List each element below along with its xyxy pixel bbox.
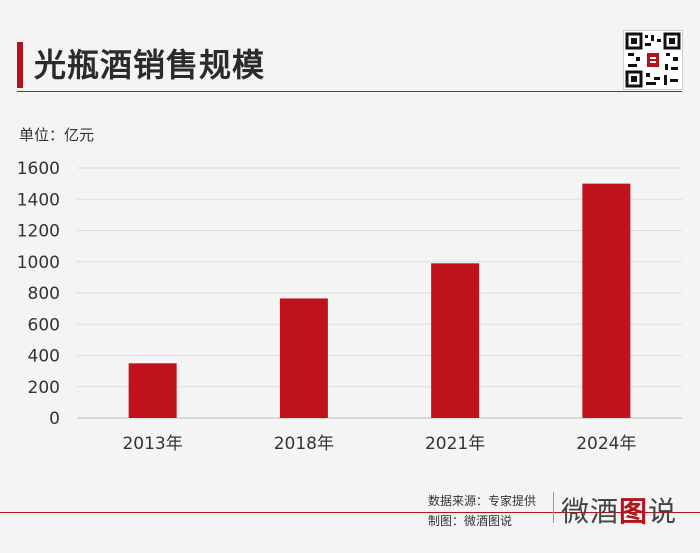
bar-2021年 <box>431 263 480 418</box>
chart-maker: 制图：微酒图说 <box>428 514 513 528</box>
y-tick-label: 600 <box>28 315 60 335</box>
footer-credits: 数据来源：专家提供 制图：微酒图说 <box>428 491 536 531</box>
x-tick-label: 2021年 <box>425 434 485 454</box>
brand-logo: 微酒图说 <box>561 490 677 530</box>
y-tick-label: 1000 <box>17 253 60 273</box>
page-title: 光瓶酒销售规模 <box>34 46 266 84</box>
footer-divider <box>0 512 700 513</box>
x-tick-label: 2013年 <box>122 434 182 454</box>
data-source: 数据来源：专家提供 <box>428 494 537 508</box>
x-tick-label: 2024年 <box>576 434 636 454</box>
y-tick-label: 200 <box>28 378 60 398</box>
title-accent-bar <box>17 42 23 88</box>
y-tick-label: 800 <box>28 284 60 304</box>
y-tick-label: 1200 <box>17 222 60 242</box>
x-tick-labels: 2013年 2018年 2021年 2024年 <box>122 434 636 454</box>
footer-separator <box>553 492 554 523</box>
brand-text-b: 图 <box>619 495 649 528</box>
title-divider <box>17 91 682 92</box>
bar-2013年 <box>128 363 177 418</box>
bar-chart: 0 200 400 600 800 1000 1200 1400 1600 2013年 2018年… <box>17 159 682 454</box>
grid-lines <box>77 167 682 419</box>
brand-text-a: 微酒 <box>561 495 620 528</box>
brand-text-c: 说 <box>648 495 678 528</box>
bar-2024年 <box>582 183 631 418</box>
qr-code-icon <box>623 30 683 90</box>
unit-label: 单位：亿元 <box>19 126 95 144</box>
y-tick-label: 0 <box>49 409 60 429</box>
bar-2018年 <box>279 298 328 418</box>
y-tick-labels: 0 200 400 600 800 1000 1200 1400 1600 <box>17 159 60 429</box>
bars <box>128 183 631 418</box>
y-tick-label: 1400 <box>17 190 60 210</box>
y-tick-label: 400 <box>28 347 60 367</box>
y-tick-label: 1600 <box>17 159 60 179</box>
x-tick-label: 2018年 <box>274 434 334 454</box>
